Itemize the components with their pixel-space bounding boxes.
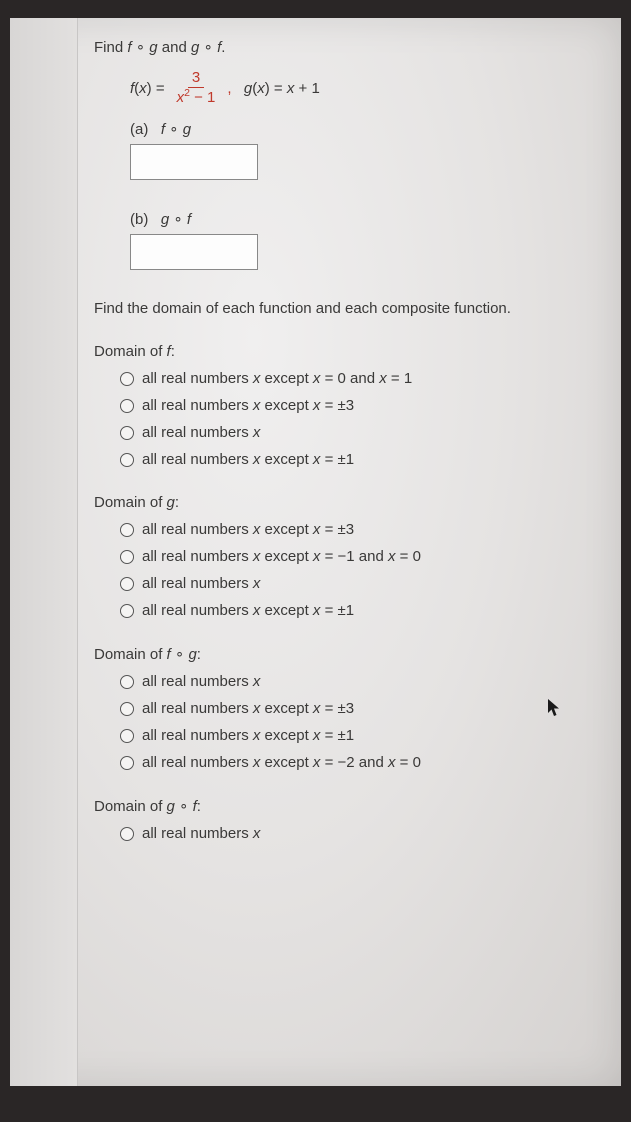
fraction: 3 x2 − 1 (173, 70, 220, 106)
radio-icon (120, 453, 134, 467)
fraction-denominator: x2 − 1 (173, 88, 220, 107)
radio-icon (120, 372, 134, 386)
radio-icon (120, 550, 134, 564)
radio-option[interactable]: all real numbers x except x = −2 and x =… (120, 754, 591, 771)
radio-option[interactable]: all real numbers x except x = 0 and x = … (120, 370, 591, 387)
radio-option[interactable]: all real numbers x except x = ±1 (120, 602, 591, 619)
option-text: all real numbers x except x = ±3 (142, 700, 354, 717)
radio-option[interactable]: all real numbers x (120, 673, 591, 690)
radio-icon (120, 729, 134, 743)
part-b-label: (b) g ∘ f (130, 210, 591, 228)
option-text: all real numbers x except x = ±3 (142, 521, 354, 538)
separator: , (227, 80, 240, 97)
left-margin (10, 18, 78, 1086)
fraction-numerator: 3 (188, 70, 204, 88)
radio-icon (120, 604, 134, 618)
radio-icon (120, 399, 134, 413)
f-lhs: f(x) = (130, 80, 165, 97)
option-text: all real numbers x except x = ±1 (142, 602, 354, 619)
group-label: Domain of f ∘ g: (94, 645, 591, 663)
option-text: all real numbers x except x = ±1 (142, 451, 354, 468)
page: Find f ∘ g and g ∘ f. f(x) = 3 x2 − 1 , … (10, 18, 621, 1086)
question-groups: Domain of f: all real numbers x except x … (94, 343, 591, 842)
option-text: all real numbers x except x = 0 and x = … (142, 370, 412, 387)
radio-icon (120, 523, 134, 537)
part-a-label: (a) f ∘ g (130, 120, 591, 138)
radio-option[interactable]: all real numbers x (120, 575, 591, 592)
content-area: Find f ∘ g and g ∘ f. f(x) = 3 x2 − 1 , … (94, 38, 591, 852)
radio-option[interactable]: all real numbers x (120, 424, 591, 441)
option-text: all real numbers x (142, 424, 260, 441)
radio-option[interactable]: all real numbers x except x = ±3 (120, 700, 591, 717)
group-label: Domain of f: (94, 343, 591, 360)
radio-option[interactable]: all real numbers x except x = ±3 (120, 397, 591, 414)
g-def: g(x) = x + 1 (244, 80, 320, 97)
option-text: all real numbers x except x = −1 and x =… (142, 548, 421, 565)
option-text: all real numbers x except x = ±3 (142, 397, 354, 414)
radio-icon (120, 577, 134, 591)
group-label: Domain of g ∘ f: (94, 797, 591, 815)
option-text: all real numbers x (142, 825, 260, 842)
answer-input-a[interactable] (130, 144, 258, 180)
radio-icon (120, 702, 134, 716)
group-label: Domain of g: (94, 494, 591, 511)
radio-option[interactable]: all real numbers x except x = ±1 (120, 727, 591, 744)
option-text: all real numbers x except x = −2 and x =… (142, 754, 421, 771)
formula-line: f(x) = 3 x2 − 1 , g(x) = x + 1 (130, 70, 591, 106)
radio-icon (120, 675, 134, 689)
radio-icon (120, 426, 134, 440)
radio-option[interactable]: all real numbers x except x = ±3 (120, 521, 591, 538)
radio-option[interactable]: all real numbers x except x = −1 and x =… (120, 548, 591, 565)
answer-input-b[interactable] (130, 234, 258, 270)
option-text: all real numbers x (142, 575, 260, 592)
prompt-text: Find f ∘ g and g ∘ f. (94, 38, 591, 56)
option-text: all real numbers x except x = ±1 (142, 727, 354, 744)
radio-option[interactable]: all real numbers x (120, 825, 591, 842)
option-text: all real numbers x (142, 673, 260, 690)
section-heading: Find the domain of each function and eac… (94, 300, 591, 317)
radio-icon (120, 756, 134, 770)
radio-icon (120, 827, 134, 841)
radio-option[interactable]: all real numbers x except x = ±1 (120, 451, 591, 468)
